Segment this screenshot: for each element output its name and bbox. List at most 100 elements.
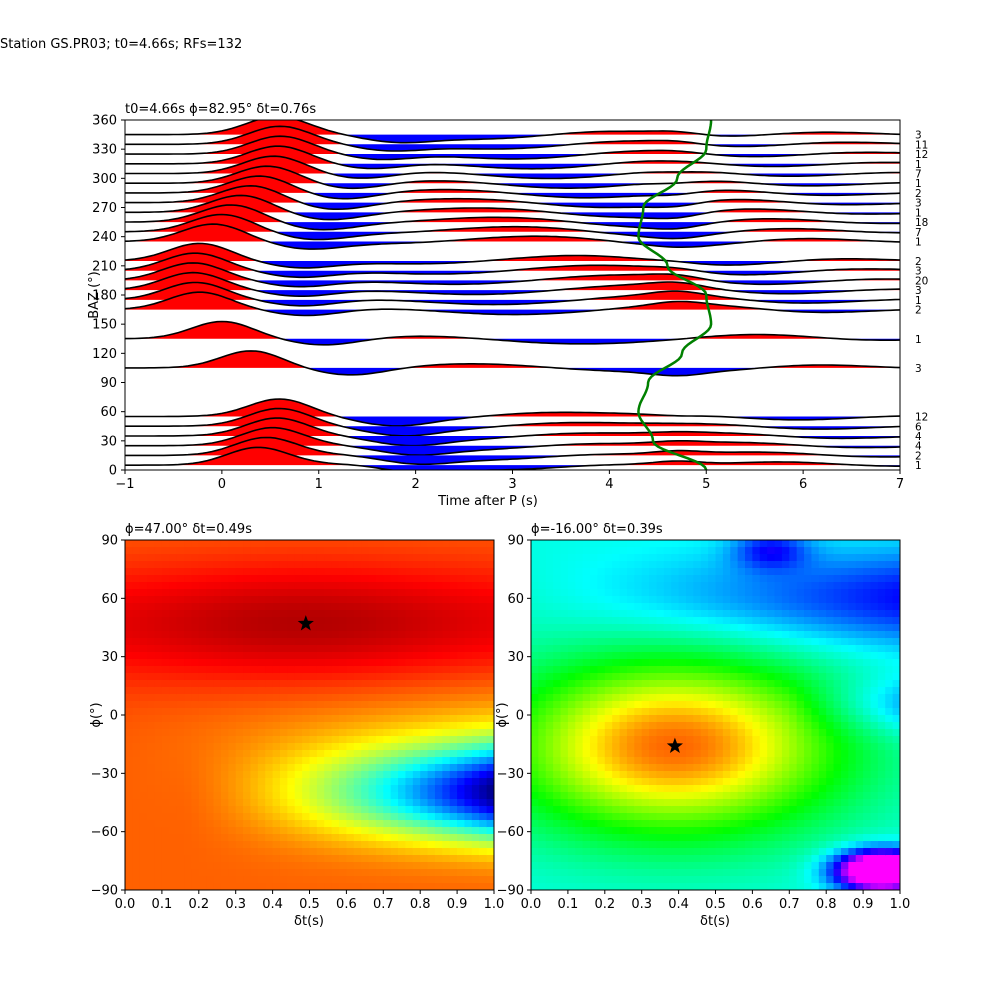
heatmap-cell: [243, 645, 252, 653]
heatmap-cell: [590, 610, 599, 618]
heatmap-cell: [833, 638, 842, 646]
heatmap-cell: [597, 764, 606, 772]
heatmap-cell: [434, 764, 443, 772]
heatmap-cell: [471, 792, 480, 800]
heatmap-cell: [833, 827, 842, 835]
heatmap-cell: [184, 820, 193, 828]
heatmap-cell: [169, 687, 178, 695]
heatmap-cell: [722, 841, 731, 849]
heatmap-cell: [184, 687, 193, 695]
heatmap-cell: [737, 876, 746, 884]
heatmap-cell: [575, 834, 584, 842]
rf-negative-fill: [125, 465, 900, 470]
heatmap-cell: [257, 701, 266, 709]
heatmap-cell: [759, 680, 768, 688]
heatmap-cell: [198, 701, 207, 709]
heatmap-cell: [198, 624, 207, 632]
heatmap-cell: [781, 673, 790, 681]
heatmap-cell: [198, 596, 207, 604]
heatmap-cell: [250, 659, 259, 667]
heatmap-cell: [412, 659, 421, 667]
heatmap-cell: [715, 862, 724, 870]
heatmap-cell: [243, 792, 252, 800]
heatmap-cell: [656, 715, 665, 723]
heatmap-cell: [449, 659, 458, 667]
heatmap-cell: [346, 757, 355, 765]
heatmap-cell: [855, 561, 864, 569]
heatmap-cell: [789, 715, 798, 723]
heatmap-cell: [486, 701, 494, 709]
rf-trace-line: [125, 184, 900, 210]
heatmap-cell: [390, 540, 399, 548]
heatmap-cell: [220, 673, 229, 681]
heatmap-cell: [818, 771, 827, 779]
heatmap-cell: [139, 645, 148, 653]
heatmap-cell: [811, 610, 820, 618]
heatmap-cell: [279, 568, 288, 576]
heatmap-cell: [294, 799, 303, 807]
heatmap-cell: [833, 708, 842, 716]
heatmap-cell: [294, 743, 303, 751]
heatmap-cell: [567, 652, 576, 660]
heatmap-cell: [685, 764, 694, 772]
heatmap-cell: [781, 554, 790, 562]
heatmap-cell: [272, 624, 281, 632]
heatmap-cell: [471, 687, 480, 695]
heatmap-cell: [464, 792, 473, 800]
heatmap-cell: [626, 883, 635, 890]
heatmap-cell: [346, 645, 355, 653]
heatmap-cell: [287, 729, 296, 737]
heatmap-cell: [375, 568, 384, 576]
heatmap-cell: [250, 792, 259, 800]
heatmap-cell: [331, 680, 340, 688]
heatmap-cell: [671, 722, 680, 730]
heatmap-cell: [383, 694, 392, 702]
heatmap-cell: [752, 652, 761, 660]
heatmap-cell: [449, 589, 458, 597]
heatmap-cell: [612, 673, 621, 681]
heatmap-cell: [700, 757, 709, 765]
heatmap-cell: [826, 617, 835, 625]
heatmap-cell: [346, 708, 355, 716]
heatmap-cell: [457, 596, 466, 604]
heatmap-cell: [678, 841, 687, 849]
heatmap-cell: [840, 876, 849, 884]
heatmap-cell: [671, 680, 680, 688]
heatmap-cell: [235, 694, 244, 702]
heatmap-cell: [545, 820, 554, 828]
heatmap-cell: [590, 561, 599, 569]
heatmap-cell: [531, 659, 539, 667]
heatmap-cell: [479, 596, 488, 604]
heatmap-cell: [346, 750, 355, 758]
heatmap-cell: [774, 813, 783, 821]
heatmap-cell: [612, 687, 621, 695]
heatmap-cell: [575, 652, 584, 660]
heatmap-cell: [545, 680, 554, 688]
heatmap-cell: [737, 596, 746, 604]
heatmap-cell: [767, 610, 776, 618]
heatmap-cell: [464, 736, 473, 744]
heatmap-cell: [361, 617, 370, 625]
heatmap-cell: [302, 666, 311, 674]
heatmap-cell: [132, 743, 141, 751]
heatmap-cell: [745, 799, 753, 807]
heatmap-cell: [715, 869, 724, 877]
heatmap-cell: [228, 820, 237, 828]
heatmap-cell: [575, 554, 584, 562]
heatmap-cell: [826, 561, 835, 569]
heatmap-cell: [649, 603, 658, 611]
heatmap-cell: [745, 876, 753, 884]
heatmap-cell: [154, 729, 163, 737]
heatmap-cell: [531, 806, 539, 814]
heatmap-cell: [471, 617, 480, 625]
heatmap-cell: [412, 715, 421, 723]
heatmap-cell: [147, 834, 156, 842]
heatmap-cell: [405, 687, 414, 695]
heatmap-cell: [545, 575, 554, 583]
heatmap-cell: [398, 855, 407, 863]
heatmap-cell: [538, 561, 547, 569]
heatmap-cell: [309, 561, 318, 569]
heatmap-cell: [685, 736, 694, 744]
heatmap-cell: [272, 631, 281, 639]
heatmap-cell: [346, 771, 355, 779]
